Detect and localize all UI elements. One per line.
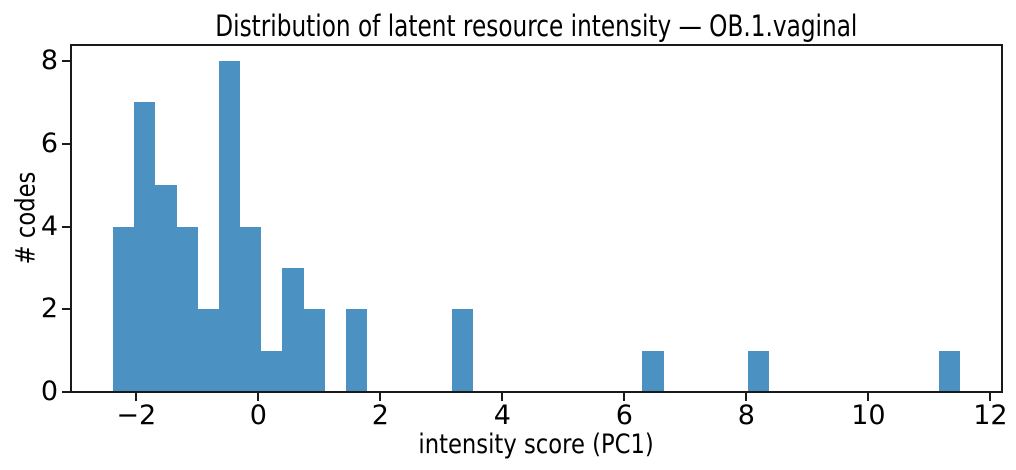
x-axis-label: intensity score (PC1) [71, 431, 1002, 458]
x-tick-label: 0 [249, 400, 267, 431]
x-tick-label: 10 [851, 400, 886, 431]
y-tick-mark [62, 308, 70, 311]
x-tick-label: −2 [116, 400, 157, 431]
x-tick-mark [379, 393, 382, 401]
y-tick-label: 0 [40, 376, 58, 407]
histogram-bar [938, 350, 960, 392]
x-tick-mark [623, 393, 626, 401]
histogram-bar [345, 309, 368, 392]
x-tick-mark [135, 393, 138, 401]
histogram-bar [176, 226, 198, 392]
histogram-bar [113, 226, 135, 392]
chart-title: Distribution of latent resource intensit… [71, 12, 1002, 41]
x-tick-mark [257, 393, 260, 401]
x-tick-label: 2 [371, 400, 389, 431]
y-tick-label: 6 [40, 127, 58, 159]
x-tick-mark [867, 393, 870, 401]
chart-title-text: Distribution of latent resource intensit… [215, 9, 858, 43]
x-tick-mark [745, 393, 748, 401]
histogram-bar [303, 309, 325, 392]
histogram-bar [451, 309, 473, 392]
x-tick-mark [501, 393, 504, 401]
histogram-bar [134, 102, 156, 392]
x-axis-label-text: intensity score (PC1) [418, 429, 655, 460]
x-tick-label: 4 [493, 400, 511, 431]
histogram-bar [218, 61, 241, 392]
y-tick-mark [62, 225, 70, 228]
histogram-bar [197, 309, 219, 392]
x-tick-label: 12 [973, 400, 1008, 431]
y-tick-label: 2 [40, 293, 58, 325]
y-tick-mark [62, 60, 70, 63]
histogram-bar [240, 226, 262, 392]
y-tick-label: 4 [40, 210, 58, 242]
histogram-bar [155, 185, 177, 392]
y-tick-label: 8 [40, 45, 58, 77]
y-tick-mark [62, 391, 70, 393]
x-tick-label: 6 [615, 400, 633, 431]
histogram-bar [282, 267, 304, 392]
x-tick-mark [989, 393, 992, 401]
plot-area [70, 44, 1003, 393]
y-tick-mark [62, 142, 70, 145]
histogram-bar [642, 350, 664, 392]
histogram-bar [261, 350, 283, 392]
histogram-bar [748, 350, 770, 392]
x-tick-label: 8 [737, 400, 755, 431]
